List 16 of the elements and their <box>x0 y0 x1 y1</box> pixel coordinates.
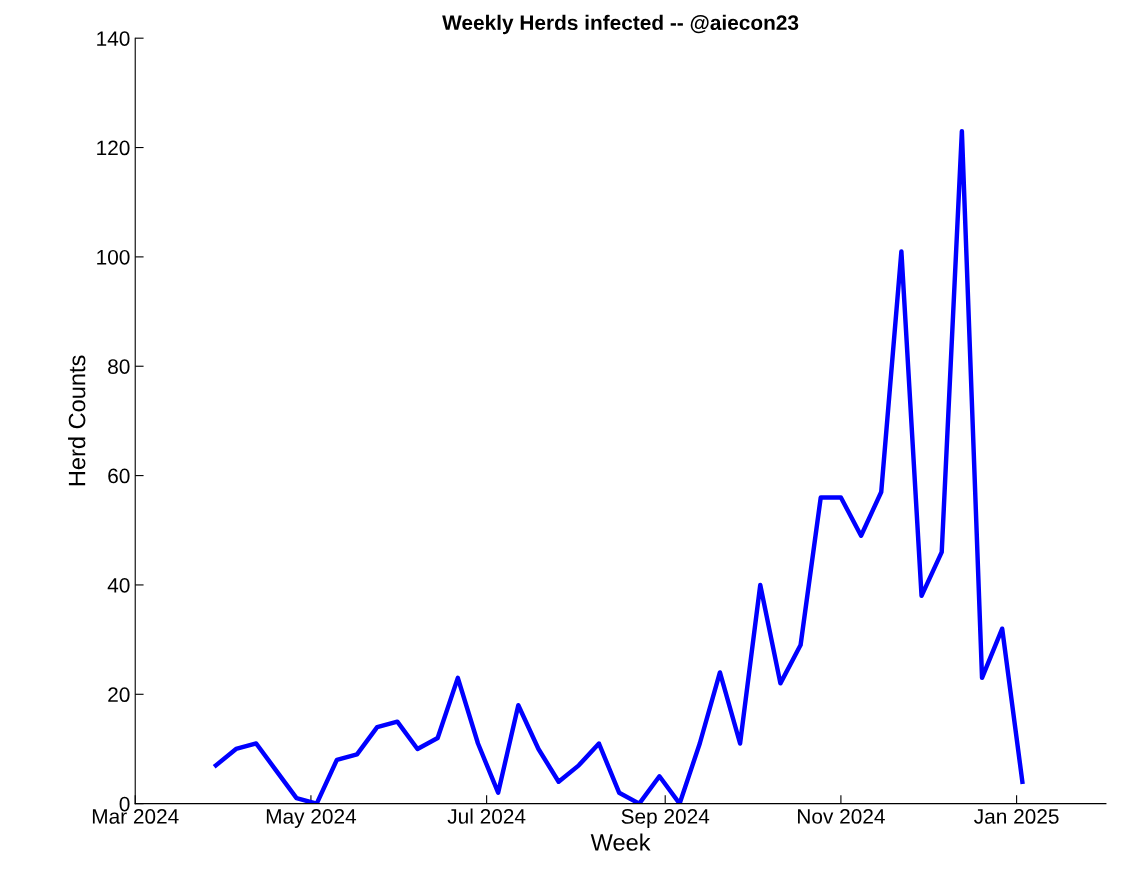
x-tick-label: Jul 2024 <box>447 808 526 824</box>
line-series <box>213 128 1025 804</box>
y-axis-title: Herd Counts <box>68 355 86 486</box>
x-tick-label: May 2024 <box>266 809 357 828</box>
chart-title: Weekly Herds infected -- @aiecon23 <box>442 14 799 35</box>
y-tick-label: 20 <box>108 687 130 703</box>
x-tick-label: Sep 2024 <box>621 809 710 828</box>
y-tick-label: 120 <box>97 140 130 156</box>
y-tick-label: 60 <box>108 468 130 484</box>
x-axis-title: Week <box>590 833 651 851</box>
x-tick-label: Nov 2024 <box>798 809 885 824</box>
y-tick-label: 40 <box>107 577 130 593</box>
y-tick-label: 100 <box>97 249 130 265</box>
y-tick-label: 140 <box>97 31 130 46</box>
y-tick-label: 80 <box>108 359 130 374</box>
x-tick-label: Jan 2025 <box>974 809 1059 824</box>
